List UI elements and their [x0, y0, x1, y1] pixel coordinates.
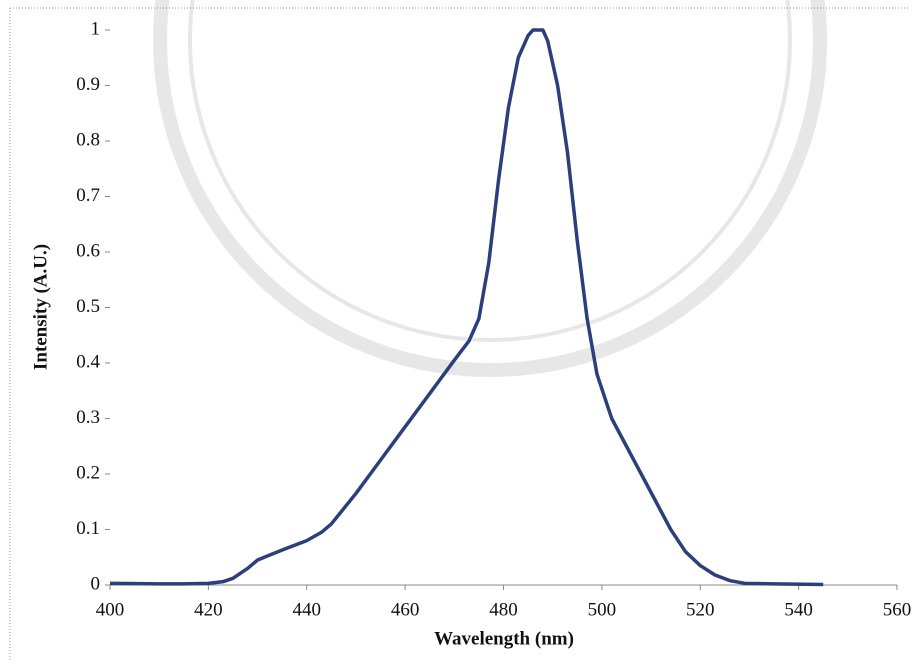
- y-tick-label: 1: [91, 18, 101, 39]
- y-tick-label: 0.4: [76, 351, 100, 372]
- watermark: [153, 0, 827, 377]
- y-tick-label: 0.1: [76, 518, 100, 539]
- spectrum-line: [109, 28, 824, 587]
- y-tick-label: 0.5: [76, 296, 100, 317]
- x-tick-label: 540: [784, 599, 813, 620]
- x-tick-label: 560: [883, 599, 912, 620]
- x-tick-label: 520: [686, 599, 715, 620]
- x-tick-label: 460: [391, 599, 420, 620]
- y-tick-label: 0.2: [76, 462, 100, 483]
- y-axis-label: Intensity (A.U.): [30, 244, 51, 370]
- y-tick-label: 0.6: [76, 240, 100, 261]
- y-tick-label: 0: [91, 573, 101, 594]
- x-tick-label: 440: [293, 599, 322, 620]
- y-tick-label: 0.3: [76, 407, 100, 428]
- x-axis-label: Wavelength (nm): [434, 628, 574, 649]
- x-tick-label: 420: [194, 599, 223, 620]
- y-tick-label: 0.8: [76, 129, 100, 150]
- x-tick-label: 500: [588, 599, 617, 620]
- x-tick-label: 480: [489, 599, 518, 620]
- y-tick-label: 0.9: [76, 74, 100, 95]
- y-tick-label: 0.7: [76, 185, 100, 206]
- x-tick-label: 400: [96, 599, 125, 620]
